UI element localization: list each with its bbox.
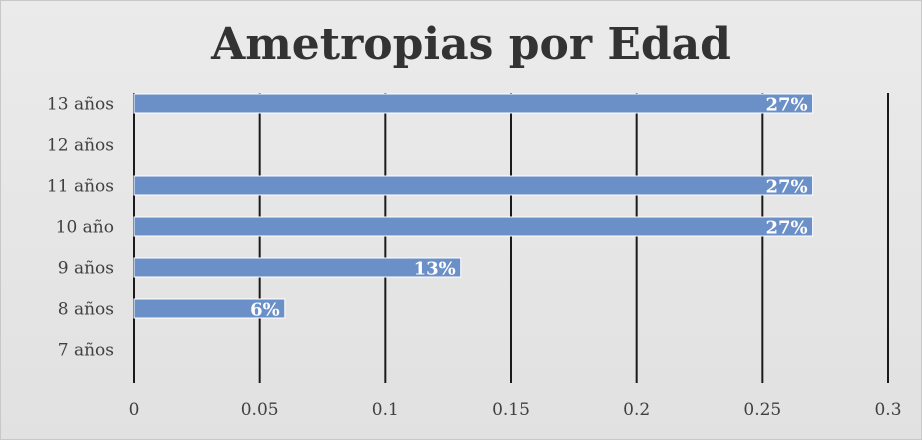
category-labels: 13 años 12 años 11 años 10 año 9 años 8 años 7… — [47, 95, 114, 361]
x-tick-labels: 0 0.05 0.1 0.15 0.2 0.25 0.3 — [129, 400, 902, 420]
category-label: 12 años — [47, 136, 114, 156]
bar — [133, 175, 814, 196]
bars: 27% 27% 27% 13% 6% — [133, 93, 814, 321]
bar — [133, 216, 814, 237]
bar — [133, 93, 814, 114]
x-tick-label: 0.3 — [874, 400, 901, 420]
x-tick-label: 0 — [129, 400, 140, 420]
x-tick-label: 0.2 — [623, 400, 650, 420]
category-label: 8 años — [58, 300, 114, 320]
data-label: 27% — [765, 177, 807, 198]
x-tick-label: 0.1 — [372, 400, 399, 420]
x-tick-label: 0.25 — [743, 400, 781, 420]
data-label: 6% — [250, 300, 280, 321]
category-label: 13 años — [47, 95, 114, 115]
x-tick-label: 0.15 — [492, 400, 530, 420]
bar — [133, 298, 286, 319]
category-label: 9 años — [58, 259, 114, 279]
x-tick-label: 0.05 — [241, 400, 279, 420]
category-label: 10 año — [56, 218, 114, 238]
category-label: 11 años — [47, 177, 114, 197]
data-label: 27% — [765, 95, 807, 116]
gridlines — [133, 93, 889, 383]
category-label: 7 años — [58, 341, 114, 361]
chart-title: Ametropias por Edad — [210, 19, 731, 70]
bar — [133, 257, 462, 278]
data-label: 27% — [765, 218, 807, 239]
data-label: 13% — [414, 259, 456, 280]
